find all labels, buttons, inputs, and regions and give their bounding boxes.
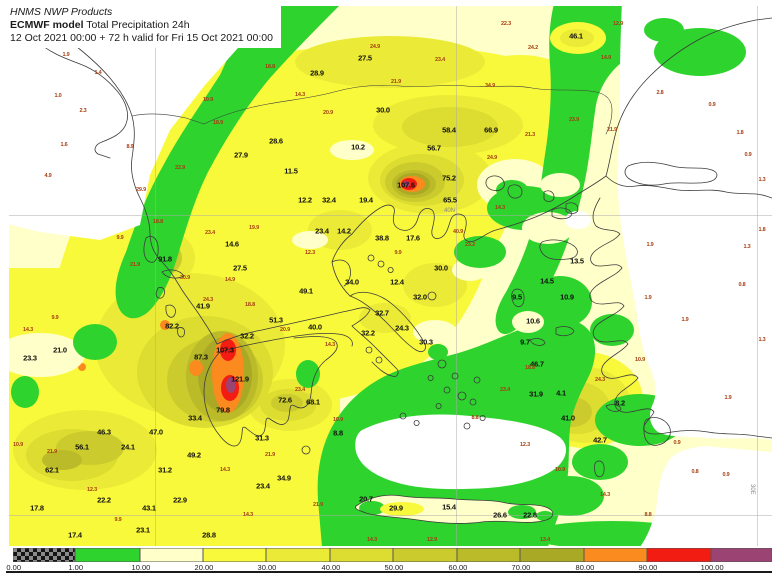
colorbar-segment — [330, 548, 393, 562]
precipitation-map-svg — [9, 6, 772, 546]
colorbar-tick-label: 100.00 — [700, 563, 724, 572]
model-field-title: ECMWF model Total Precipitation 24h — [10, 19, 273, 32]
colorbar-segment — [266, 548, 330, 562]
field-name: Total Precipitation 24h — [83, 19, 190, 31]
colorbar-tick-label: 90.00 — [638, 563, 658, 572]
coastlines — [9, 7, 772, 524]
precipitation-field — [9, 6, 772, 546]
colorbar-tick-label: 0.00 — [6, 563, 22, 572]
colorbar-segments — [0, 548, 772, 562]
colorbar-segment — [75, 548, 140, 562]
colorbar-tick-label: 80.00 — [575, 563, 595, 572]
bottom-border-line — [6, 571, 772, 573]
colorbar-segment — [203, 548, 266, 562]
colorbar-segment — [13, 548, 75, 562]
graticule — [9, 6, 772, 546]
colorbar-segment — [393, 548, 457, 562]
colorbar-tick-label: 30.00 — [257, 563, 277, 572]
colorbar-tick-label: 1.00 — [68, 563, 84, 572]
colorbar-segment — [584, 548, 647, 562]
map-title-block: HNMS NWP Products ECMWF model Total Prec… — [8, 5, 281, 48]
colorbar-tick-label: 20.00 — [194, 563, 214, 572]
colorbar-tick-label: 60.00 — [448, 563, 468, 572]
colorbar: 0.00 1.00 10.00 20.00 30.00 40.00 50.00 60.00 70… — [0, 547, 772, 572]
colorbar-segment — [711, 548, 772, 562]
colorbar-tick-label: 10.00 — [131, 563, 151, 572]
colorbar-tick-label: 50.00 — [384, 563, 404, 572]
colorbar-ticks: 0.00 1.00 10.00 20.00 30.00 40.00 50.00 60.00 70… — [0, 563, 772, 572]
colorbar-tick-label: 40.00 — [321, 563, 341, 572]
colorbar-segment — [457, 548, 520, 562]
colorbar-segment — [520, 548, 584, 562]
colorbar-tick-label: 70.00 — [511, 563, 531, 572]
model-name: ECMWF model — [10, 19, 84, 31]
colorbar-segment — [647, 548, 711, 562]
valid-time: 12 Oct 2021 00:00 + 72 h valid for Fri 1… — [10, 32, 273, 44]
colorbar-segment — [140, 548, 203, 562]
products-title: HNMS NWP Products — [10, 6, 113, 18]
